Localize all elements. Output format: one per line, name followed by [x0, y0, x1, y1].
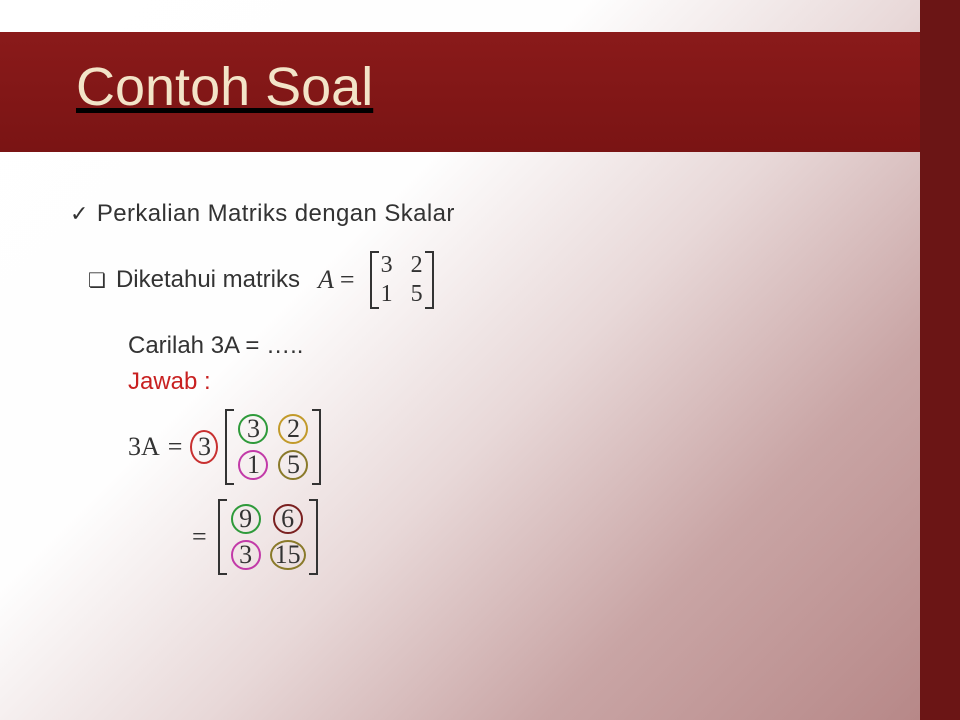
step1-cell-2-val: 1: [247, 450, 260, 480]
title-label: Contoh Soal: [76, 57, 373, 117]
step1-lhs: 3A: [128, 432, 160, 462]
title-banner: Contoh Soal: [0, 32, 920, 152]
step1-cell-0: 3: [238, 414, 268, 444]
bracket-right-icon: [307, 498, 321, 576]
bracket-left-icon: [367, 250, 381, 310]
instruction-line: Carilah 3A = …..: [128, 332, 930, 360]
step1-equals: =: [168, 432, 183, 462]
bracket-right-icon: [310, 408, 324, 486]
step1-cell-2: 1: [238, 450, 268, 480]
bullet-1-text: Perkalian Matriks dengan Skalar: [97, 200, 455, 228]
square-bullet-icon: ❏: [88, 268, 106, 293]
step2-cell-2-val: 3: [239, 540, 252, 570]
cell-1-1: 5: [411, 281, 423, 308]
step2-equals: =: [192, 522, 207, 552]
answer-label-line: Jawab :: [128, 368, 930, 396]
step2-matrix: 9 6 3 15: [229, 502, 307, 572]
instruction-text: Carilah 3A = …..: [128, 332, 303, 359]
step1-cell-0-val: 3: [247, 414, 260, 444]
cell-0-1: 2: [411, 252, 423, 279]
bullet-check-line: ✓ Perkalian Matriks dengan Skalar: [70, 200, 930, 228]
step2-cell-1-val: 6: [281, 504, 294, 534]
bullet-2-text: Diketahui matriks: [116, 266, 300, 294]
bracket-left-icon: [215, 498, 229, 576]
cell-0-0: 3: [381, 252, 393, 279]
step2-cell-2: 3: [231, 540, 261, 570]
given-lhs: A: [318, 265, 334, 295]
scalar-circle: 3: [190, 430, 218, 464]
step2-cell-0-val: 9: [239, 504, 252, 534]
check-icon: ✓: [70, 201, 89, 227]
step2-cell-3-val: 15: [275, 540, 301, 570]
slide: Contoh Soal ✓ Perkalian Matriks dengan S…: [0, 0, 960, 720]
step1-cell-1-val: 2: [287, 414, 300, 444]
step1-matrix: 3 2 1 5: [236, 412, 310, 482]
work-step-1: 3A = 3 3 2 1 5: [128, 408, 930, 486]
step1-cell-3: 5: [278, 450, 308, 480]
answer-label: Jawab :: [128, 368, 211, 395]
work-area: 3A = 3 3 2 1 5 = 9: [128, 408, 930, 576]
given-equals: =: [340, 265, 355, 295]
cell-1-0: 1: [381, 281, 393, 308]
step1-cell-3-val: 5: [287, 450, 300, 480]
given-equation: A = 3 2 1 5: [318, 250, 437, 310]
work-step-2: = 9 6 3 15: [128, 498, 930, 576]
bracket-right-icon: [423, 250, 437, 310]
title-text: Contoh Soal: [76, 56, 373, 118]
step2-cell-1: 6: [273, 504, 303, 534]
given-matrix-cells: 3 2 1 5: [381, 252, 423, 308]
bullet-square-line: ❏ Diketahui matriks A = 3 2 1 5: [88, 250, 930, 310]
step2-cell-3: 15: [270, 540, 306, 570]
given-matrix: 3 2 1 5: [367, 250, 437, 310]
content-area: ✓ Perkalian Matriks dengan Skalar ❏ Dike…: [70, 200, 930, 576]
bracket-left-icon: [222, 408, 236, 486]
step1-cell-1: 2: [278, 414, 308, 444]
scalar-value: 3: [198, 432, 211, 462]
step2-cell-0: 9: [231, 504, 261, 534]
